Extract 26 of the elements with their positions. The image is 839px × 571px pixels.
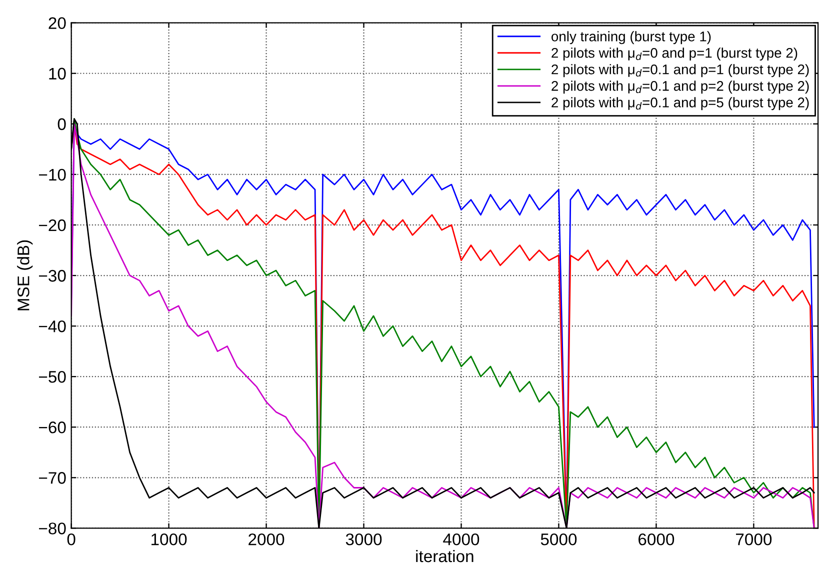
y-tick-label: −30: [39, 270, 66, 282]
x-tick-label: 3000: [346, 533, 382, 546]
x-tick-label: 1000: [152, 533, 187, 546]
y-tick-label: −60: [39, 422, 66, 434]
x-tick-label: 7000: [736, 533, 772, 546]
x-tick-label: 5000: [540, 533, 577, 546]
y-tick-label: 10: [49, 68, 66, 80]
y-tick-label: 0: [58, 118, 66, 130]
y-tick-label: −80: [39, 522, 66, 534]
legend-label: 2 pilots with μ$_{d}$=0.1 and p=5 (burst type 2): [552, 97, 809, 110]
legend-label: only training (burst type 1): [552, 31, 711, 44]
x-tick-label: 0: [67, 533, 76, 546]
x-tick-label: 4000: [443, 533, 480, 546]
legend-label: 2 pilots with μ$_{d}$=0.1 and p=2 (burst type 2): [552, 80, 809, 94]
x-axis-title: iteration: [416, 550, 474, 562]
y-tick-label: −40: [39, 320, 66, 332]
y-tick-label: −50: [39, 370, 66, 383]
legend-label: 2 pilots with μ$_{d}$=0.1 and p=1 (burst type 2): [552, 64, 809, 78]
y-tick-label: −70: [39, 472, 66, 484]
x-tick-label: 2000: [248, 533, 284, 546]
y-tick-label: −10: [39, 168, 66, 181]
y-axis-title: MSE (dB): [17, 240, 33, 310]
y-tick-label: −20: [39, 219, 66, 232]
x-tick-label: 6000: [638, 533, 674, 546]
y-tick-label: 20: [48, 17, 66, 30]
legend-label: 2 pilots with μ$_{d}$=0 and p=1 (burst type 2): [552, 48, 798, 61]
